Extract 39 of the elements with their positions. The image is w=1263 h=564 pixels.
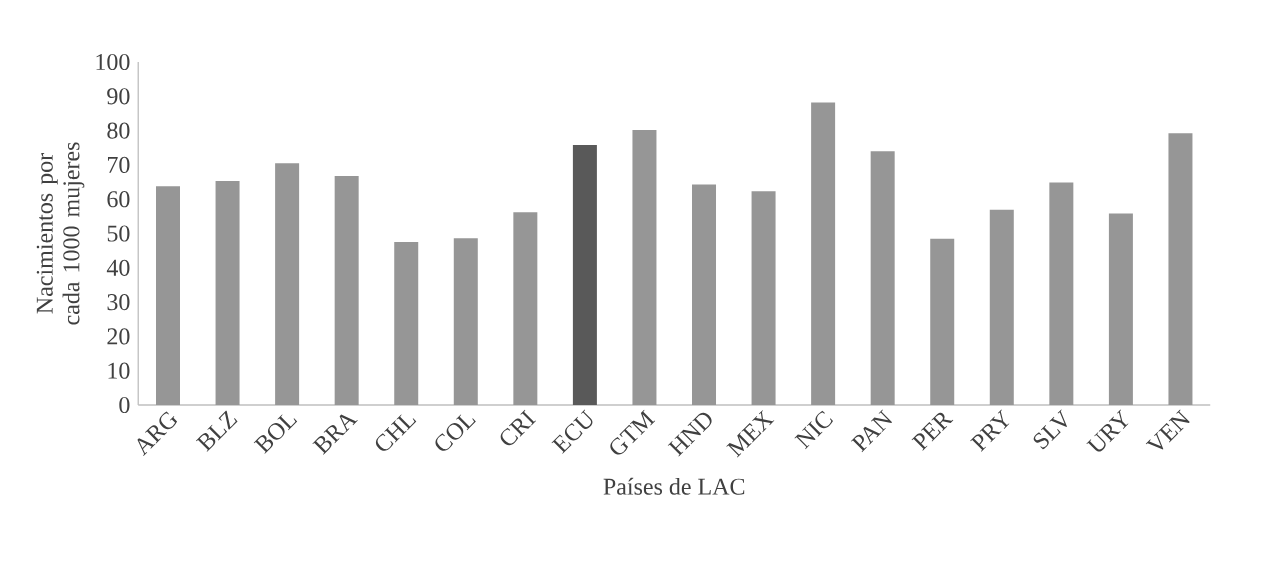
bar (1168, 133, 1193, 405)
y-tick-label: 80 (107, 122, 130, 139)
y-tick-label: 90 (107, 88, 130, 105)
bar (751, 191, 776, 405)
bar (334, 175, 359, 405)
x-tick-label: BOL (253, 414, 298, 454)
y-tick-label: 100 (96, 53, 130, 71)
x-tick-label: COL (435, 414, 476, 451)
bar (811, 102, 836, 405)
bar (572, 145, 597, 405)
bar (1108, 213, 1133, 405)
x-tick-label: NIC (794, 410, 834, 450)
bar (215, 181, 240, 405)
bar (275, 163, 300, 405)
bar (632, 129, 657, 405)
bar (870, 151, 895, 405)
y-tick-label: 10 (108, 362, 130, 379)
bar (513, 212, 538, 405)
x-tick-label: CRI (500, 409, 536, 446)
bar (1049, 182, 1074, 405)
y-tick-label: 50 (107, 225, 130, 242)
y-tick-label: 60 (107, 191, 130, 208)
bar (453, 238, 478, 405)
x-tick-label: PER (911, 412, 954, 451)
y-tick-label: 40 (106, 259, 130, 276)
x-tick-label: CHL (375, 414, 417, 451)
y-tick-label: 70 (107, 156, 130, 173)
x-axis-title: Países de LAC (603, 477, 745, 495)
y-axis-title: Nacimientos por cada 1000 mujeres (36, 142, 85, 325)
x-tick-label: VEN (1145, 409, 1190, 450)
y-tick-label: 30 (107, 294, 130, 311)
x-tick-label: SLV (1033, 409, 1067, 450)
bar (930, 238, 955, 405)
y-tick-label: 0 (119, 396, 130, 414)
bar (692, 184, 717, 405)
bar (989, 209, 1014, 405)
bar (156, 186, 180, 405)
bar (394, 242, 419, 405)
y-tick-label: 20 (107, 328, 130, 345)
